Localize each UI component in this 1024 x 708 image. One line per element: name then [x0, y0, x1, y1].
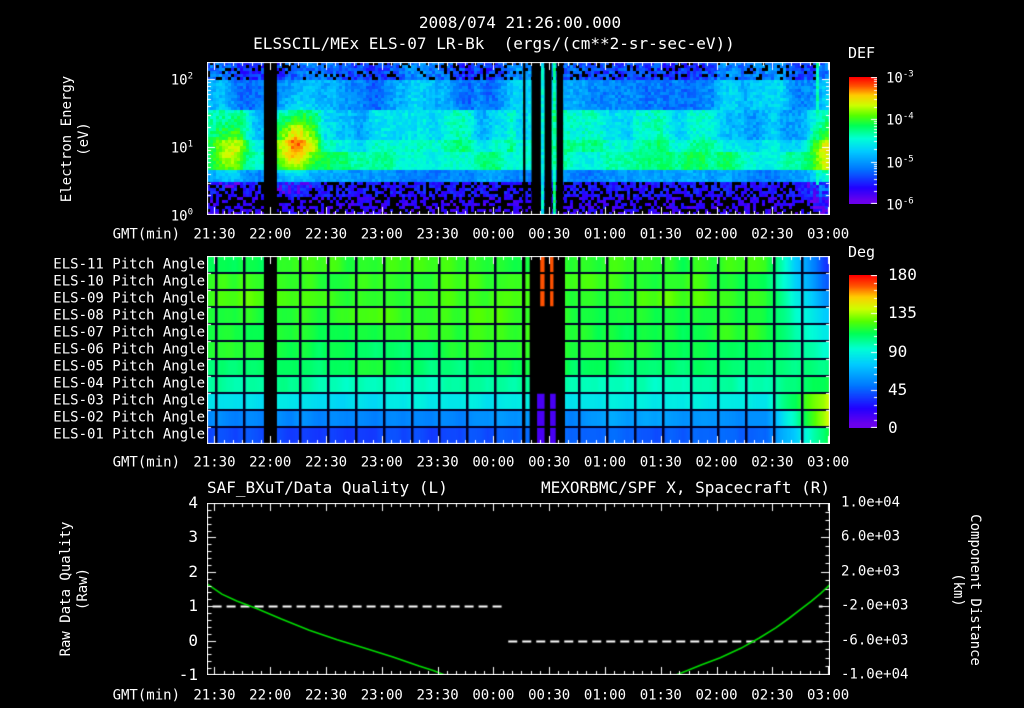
- spectrogram-title: ELSSCIL/MEx ELS-07 LR-Bk (ergs/(cm**2-sr…: [253, 34, 735, 53]
- component-distance-axis-label: Component Distance (km): [949, 514, 983, 666]
- time-tick-label: 22:00: [249, 454, 292, 471]
- raw-data-quality-axis-label-line2: (Raw): [75, 567, 91, 611]
- pitch-row-label: ELS-03 Pitch Angle: [53, 392, 205, 409]
- deg-tick-label: 135: [888, 303, 917, 323]
- time-tick-label: 02:30: [751, 226, 794, 243]
- pitch-row-label: ELS-06 Pitch Angle: [53, 341, 205, 358]
- electron-energy-axis-label-line1: Electron Energy: [59, 75, 75, 203]
- component-distance-axis-label-line1: Component Distance: [967, 514, 983, 666]
- time-tick-label: 22:30: [304, 226, 348, 243]
- component-distance-axis-label-line2: (km): [950, 573, 966, 607]
- pitch-row-label: ELS-11 Pitch Angle: [53, 256, 205, 273]
- quality-tick-label: 1: [188, 596, 198, 616]
- pitch-angle-canvas: [207, 256, 830, 444]
- gmt-axis-label-row1: GMT(min): [112, 226, 180, 243]
- pitch-row-label: ELS-01 Pitch Angle: [53, 426, 205, 443]
- pitch-row-label: ELS-07 Pitch Angle: [53, 324, 205, 341]
- quality-panel-title-left: SAF_BXuT/Data Quality (L): [207, 478, 448, 497]
- quality-panel-title-right: MEXORBMC/SPF X, Spacecraft (R): [541, 478, 830, 497]
- time-tick-label: 01:30: [639, 226, 682, 243]
- time-tick-label: 22:00: [249, 226, 292, 243]
- time-tick-label: 22:30: [304, 687, 348, 704]
- time-tick-label: 00:30: [528, 226, 571, 243]
- pitch-row-label: ELS-09 Pitch Angle: [53, 290, 205, 307]
- deg-colorbar: [849, 275, 877, 428]
- time-tick-label: 23:00: [360, 454, 403, 471]
- energy-tick-label: 101: [170, 139, 193, 157]
- time-tick-label: 02:00: [695, 687, 738, 704]
- def-tick-label: 10-6: [886, 196, 914, 214]
- time-tick-label: 23:00: [360, 226, 403, 243]
- time-tick-label: 21:30: [193, 454, 236, 471]
- distance-tick-label: -1.0e+04: [841, 666, 909, 683]
- plot-timestamp: 2008/074 21:26:00.000: [418, 13, 622, 32]
- pitch-row-label: ELS-10 Pitch Angle: [53, 273, 205, 290]
- time-tick-label: 22:30: [304, 454, 348, 471]
- time-tick-label: 03:00: [807, 226, 850, 243]
- def-tick-label: 10-3: [886, 69, 914, 87]
- time-tick-label: 00:30: [528, 687, 571, 704]
- electron-energy-axis-label-line2: (eV): [76, 122, 92, 156]
- deg-tick-label: 0: [888, 418, 898, 437]
- time-tick-label: 01:00: [583, 687, 627, 704]
- gmt-axis-label-row2: GMT(min): [112, 454, 180, 471]
- time-tick-label: 00:30: [528, 454, 571, 471]
- pitch-row-label: ELS-08 Pitch Angle: [53, 307, 205, 324]
- time-tick-label: 00:00: [472, 687, 515, 704]
- time-tick-label: 01:30: [639, 454, 682, 471]
- time-tick-label: 01:30: [639, 687, 682, 704]
- pitch-row-label: ELS-05 Pitch Angle: [53, 358, 205, 375]
- def-tick-label: 10-5: [886, 154, 914, 171]
- distance-tick-label: 2.0e+03: [841, 563, 901, 580]
- time-tick-label: 02:00: [695, 454, 738, 471]
- quality-tick-label: 2: [188, 561, 198, 581]
- def-colorbar: [849, 77, 877, 204]
- electron-energy-spectrogram-canvas: [207, 62, 830, 215]
- deg-colorbar-label: Deg: [848, 243, 876, 261]
- time-tick-label: 00:00: [472, 454, 515, 471]
- time-tick-label: 02:30: [751, 454, 794, 471]
- gmt-axis-label-row3: GMT(min): [112, 687, 180, 704]
- quality-tick-label: -1: [178, 665, 198, 684]
- distance-tick-label: -6.0e+03: [841, 632, 909, 649]
- energy-tick-label: 100: [170, 207, 193, 225]
- time-tick-label: 01:00: [583, 226, 627, 243]
- energy-tick-label: 102: [170, 71, 193, 89]
- time-tick-label: 02:30: [751, 687, 794, 704]
- time-tick-label: 23:00: [360, 687, 403, 704]
- quality-tick-label: 3: [188, 527, 198, 547]
- time-tick-label: 01:00: [583, 454, 627, 471]
- pitch-row-label: ELS-04 Pitch Angle: [53, 375, 205, 392]
- deg-tick-label: 45: [888, 379, 908, 399]
- quality-distance-canvas: [207, 503, 830, 675]
- quality-tick-label: 4: [188, 493, 198, 512]
- time-tick-label: 03:00: [807, 454, 850, 471]
- time-tick-label: 23:30: [416, 687, 459, 704]
- time-tick-label: 21:30: [193, 687, 236, 704]
- time-tick-label: 23:30: [416, 454, 459, 471]
- time-tick-label: 21:30: [193, 226, 236, 243]
- time-tick-label: 02:00: [695, 226, 738, 243]
- electron-energy-axis-label: Electron Energy (eV): [59, 76, 93, 202]
- def-colorbar-label: DEF: [848, 44, 876, 62]
- pitch-row-label: ELS-02 Pitch Angle: [53, 409, 205, 426]
- raw-data-quality-axis-label-line1: Raw Data Quality: [58, 521, 74, 657]
- quality-tick-label: 0: [188, 630, 198, 650]
- time-tick-label: 23:30: [416, 226, 459, 243]
- deg-tick-label: 90: [888, 341, 908, 361]
- time-tick-label: 00:00: [472, 226, 515, 243]
- time-tick-label: 03:00: [807, 687, 850, 704]
- time-tick-label: 22:00: [249, 687, 292, 704]
- deg-tick-label: 180: [888, 265, 917, 284]
- distance-tick-label: -2.0e+03: [841, 597, 909, 614]
- raw-data-quality-axis-label: Raw Data Quality (Raw): [58, 522, 92, 657]
- distance-tick-label: 1.0e+04: [841, 494, 901, 511]
- distance-tick-label: 6.0e+03: [841, 528, 901, 545]
- def-tick-label: 10-4: [886, 112, 914, 129]
